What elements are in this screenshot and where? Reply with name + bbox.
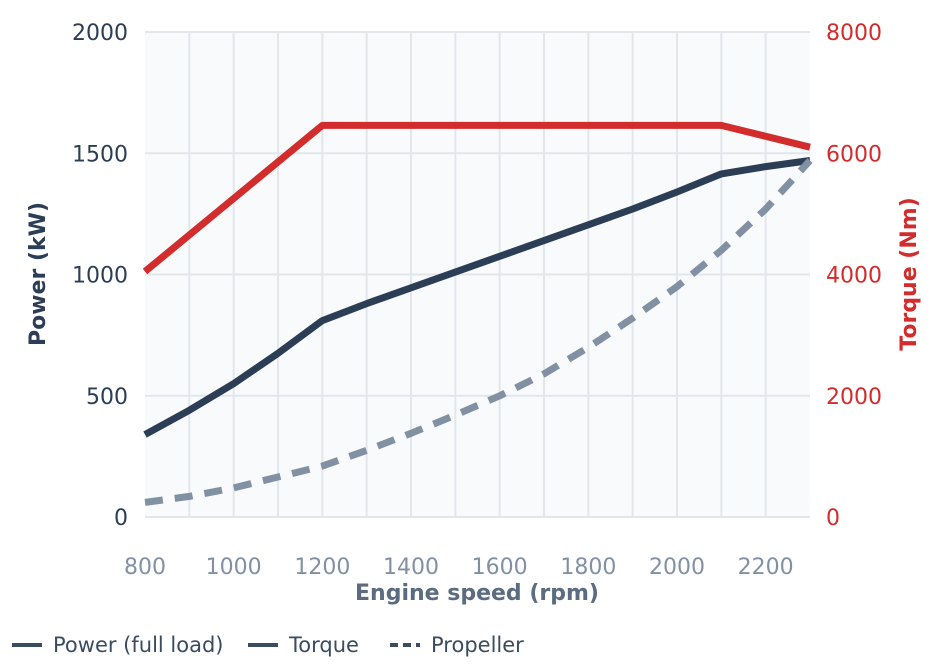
- x-axis-title: Engine speed (rpm): [355, 581, 599, 606]
- x-tick-label: 2200: [738, 555, 794, 580]
- series-line-propeller: [144, 158, 813, 506]
- x-tick-label: 1200: [294, 555, 350, 580]
- left-axis-title: Power (kW): [26, 202, 51, 346]
- left-tick-label: 1500: [72, 142, 128, 167]
- left-tick-label: 0: [114, 506, 128, 531]
- x-tick-label: 1800: [560, 555, 616, 580]
- x-tick-label: 1400: [383, 555, 439, 580]
- x-axis-ticks: 800 1000 1200 1400 1600 1800 2000 2200: [124, 555, 794, 580]
- right-axis-ticks: 0 2000 4000 6000 8000: [826, 21, 882, 531]
- right-tick-label: 6000: [826, 142, 882, 167]
- series-line-power-full-load: [143, 157, 811, 438]
- series-lines: [142, 121, 813, 506]
- left-tick-label: 2000: [72, 21, 128, 46]
- legend-label: Torque: [288, 633, 359, 657]
- left-tick-label: 500: [86, 385, 128, 410]
- right-tick-label: 8000: [826, 21, 882, 46]
- right-tick-label: 4000: [826, 264, 882, 289]
- left-axis-ticks: 0 500 1000 1500 2000: [72, 21, 128, 531]
- left-tick-label: 1000: [72, 264, 128, 289]
- right-axis-title: Torque (Nm): [897, 197, 922, 350]
- legend: Power (full load) Torque Propeller: [12, 633, 524, 657]
- x-tick-label: 1600: [472, 555, 528, 580]
- series-line-torque: [142, 121, 811, 275]
- right-tick-label: 2000: [826, 385, 882, 410]
- x-tick-label: 2000: [649, 555, 705, 580]
- legend-label: Power (full load): [53, 633, 223, 657]
- x-tick-label: 1000: [206, 555, 262, 580]
- grid: [145, 31, 810, 518]
- legend-label: Propeller: [431, 633, 524, 657]
- right-tick-label: 0: [826, 506, 840, 531]
- x-tick-label: 800: [124, 555, 166, 580]
